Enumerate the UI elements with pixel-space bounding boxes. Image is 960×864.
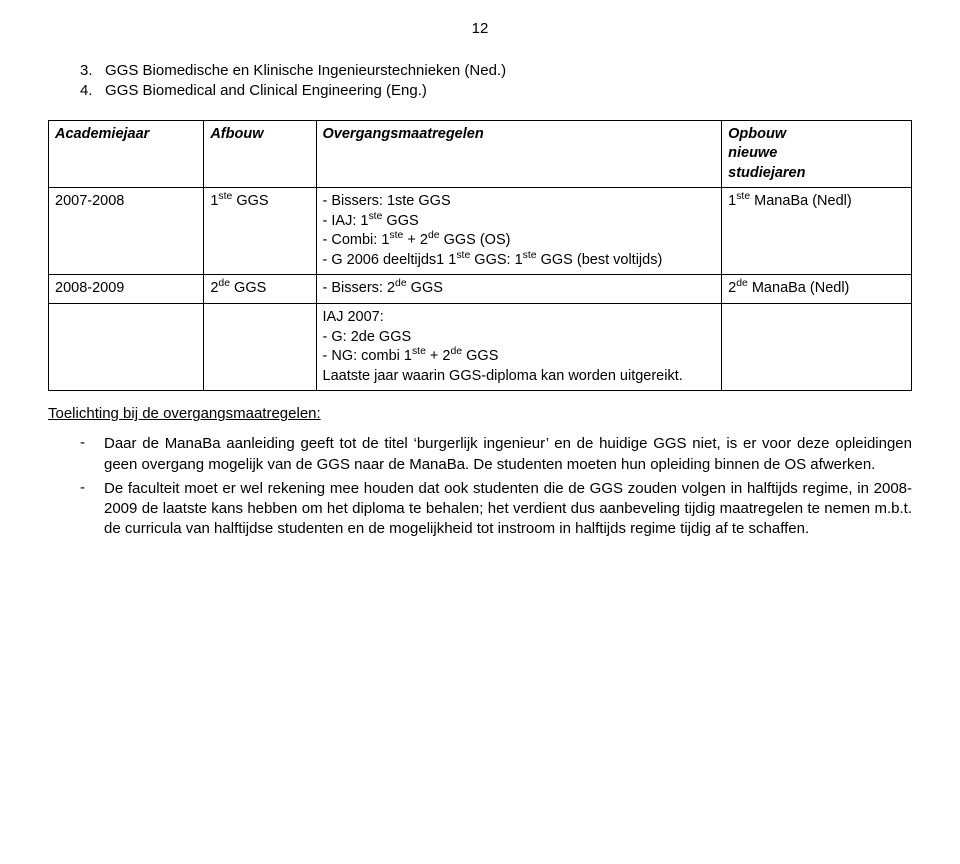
ov1-l4-c: GGS (best voltijds)	[537, 252, 663, 268]
ov1-l4-b: GGS: 1	[470, 252, 522, 268]
table-header-row: Academiejaar Afbouw Overgangsmaatregelen…	[49, 120, 912, 188]
ov3-l2: - G: 2de GGS	[323, 328, 716, 348]
ov1-l1: - Bissers: 1ste GGS	[323, 192, 716, 212]
page-number: 12	[48, 20, 912, 37]
table-row: IAJ 2007: - G: 2de GGS - NG: combi 1ste …	[49, 304, 912, 391]
ov3-l3-s1: ste	[412, 346, 426, 357]
cell-year-2: 2008-2009	[49, 275, 204, 304]
ov3-l3-a: - NG: combi 1	[323, 348, 412, 364]
ov1-l4-s2: ste	[523, 250, 537, 261]
cell-afbouw-1: 1ste GGS	[204, 188, 316, 275]
heading-2-text: GGS Biomedical and Clinical Engineering …	[105, 82, 427, 99]
table-row: 2007-2008 1ste GGS - Bissers: 1ste GGS -…	[49, 188, 912, 275]
cell-opbouw-1: 1ste ManaBa (Nedl)	[722, 188, 912, 275]
header-opbouw: Opbouw nieuwe studiejaren	[722, 120, 912, 188]
op1-s: ste	[736, 191, 750, 202]
header-academiejaar: Academiejaar	[49, 120, 204, 188]
ov3-l4: Laatste jaar waarin GGS-diploma kan word…	[323, 367, 716, 387]
afbouw1-sup: ste	[218, 191, 232, 202]
heading-line-2: 4. GGS Biomedical and Clinical Engineeri…	[80, 81, 912, 101]
bullet-dash-icon: -	[80, 479, 104, 540]
header-overgang: Overgangsmaatregelen	[316, 120, 722, 188]
heading-block: 3. GGS Biomedische en Klinische Ingenieu…	[80, 61, 912, 102]
transition-table: Academiejaar Afbouw Overgangsmaatregelen…	[48, 120, 912, 392]
cell-afbouw-3	[204, 304, 316, 391]
header-afbouw: Afbouw	[204, 120, 316, 188]
ov1-l3-b: + 2	[403, 232, 428, 248]
ov2-s: de	[395, 279, 407, 290]
ov1-l3-c: GGS (OS)	[440, 232, 511, 248]
ov1-l2: - IAJ: 1ste GGS	[323, 212, 716, 232]
op2-b: ManaBa (Nedl)	[748, 280, 850, 296]
cell-overgang-2: - Bissers: 2de GGS	[316, 275, 722, 304]
list-item: - De faculteit moet er wel rekening mee …	[80, 479, 912, 540]
ov3-l3-c: GGS	[462, 348, 498, 364]
header-opbouw-b: nieuwe	[728, 145, 777, 161]
ov2-a: - Bissers: 2	[323, 280, 396, 296]
ov1-l3-s2: de	[428, 230, 440, 241]
ov1-l2-a: - IAJ: 1	[323, 213, 369, 229]
ov1-l3: - Combi: 1ste + 2de GGS (OS)	[323, 231, 716, 251]
ov3-l1: IAJ 2007:	[323, 308, 716, 328]
heading-1-num: 3.	[80, 62, 93, 79]
op1-b: ManaBa (Nedl)	[750, 193, 852, 209]
ov3-l3-b: + 2	[426, 348, 451, 364]
cell-opbouw-2: 2de ManaBa (Nedl)	[722, 275, 912, 304]
table-row: 2008-2009 2de GGS - Bissers: 2de GGS 2de…	[49, 275, 912, 304]
bullet-dash-icon: -	[80, 434, 104, 475]
heading-2-num: 4.	[80, 82, 93, 99]
ov3-l3: - NG: combi 1ste + 2de GGS	[323, 347, 716, 367]
ov1-l2-b: GGS	[382, 213, 418, 229]
afbouw1-post: GGS	[232, 193, 268, 209]
ov1-l2-s: ste	[368, 211, 382, 222]
list-item: - Daar de ManaBa aanleiding geeft tot de…	[80, 434, 912, 475]
cell-overgang-3: IAJ 2007: - G: 2de GGS - NG: combi 1ste …	[316, 304, 722, 391]
header-opbouw-c: studiejaren	[728, 165, 805, 181]
ov1-l3-a: - Combi: 1	[323, 232, 390, 248]
bullet-list: - Daar de ManaBa aanleiding geeft tot de…	[80, 434, 912, 539]
ov3-l3-s2: de	[450, 346, 462, 357]
bullet-2-text: De faculteit moet er wel rekening mee ho…	[104, 479, 912, 540]
header-opbouw-a: Opbouw	[728, 126, 786, 142]
op1-a: 1	[728, 193, 736, 209]
toelichting-title: Toelichting bij de overgangsmaatregelen:	[48, 405, 912, 422]
cell-opbouw-3	[722, 304, 912, 391]
cell-afbouw-2: 2de GGS	[204, 275, 316, 304]
heading-1-text: GGS Biomedische en Klinische Ingenieurst…	[105, 62, 506, 79]
bullet-1-text: Daar de ManaBa aanleiding geeft tot de t…	[104, 434, 912, 475]
ov1-l4-s1: ste	[456, 250, 470, 261]
op2-s: de	[736, 279, 748, 290]
heading-line-1: 3. GGS Biomedische en Klinische Ingenieu…	[80, 61, 912, 81]
ov1-l4: - G 2006 deeltijds1 1ste GGS: 1ste GGS (…	[323, 251, 716, 271]
ov2-b: GGS	[407, 280, 443, 296]
ov1-l4-a: - G 2006 deeltijds1 1	[323, 252, 457, 268]
cell-year-1: 2007-2008	[49, 188, 204, 275]
op2-a: 2	[728, 280, 736, 296]
ov1-l3-s1: ste	[389, 230, 403, 241]
cell-year-3	[49, 304, 204, 391]
afbouw2-post: GGS	[230, 280, 266, 296]
cell-overgang-1: - Bissers: 1ste GGS - IAJ: 1ste GGS - Co…	[316, 188, 722, 275]
afbouw2-sup: de	[218, 279, 230, 290]
